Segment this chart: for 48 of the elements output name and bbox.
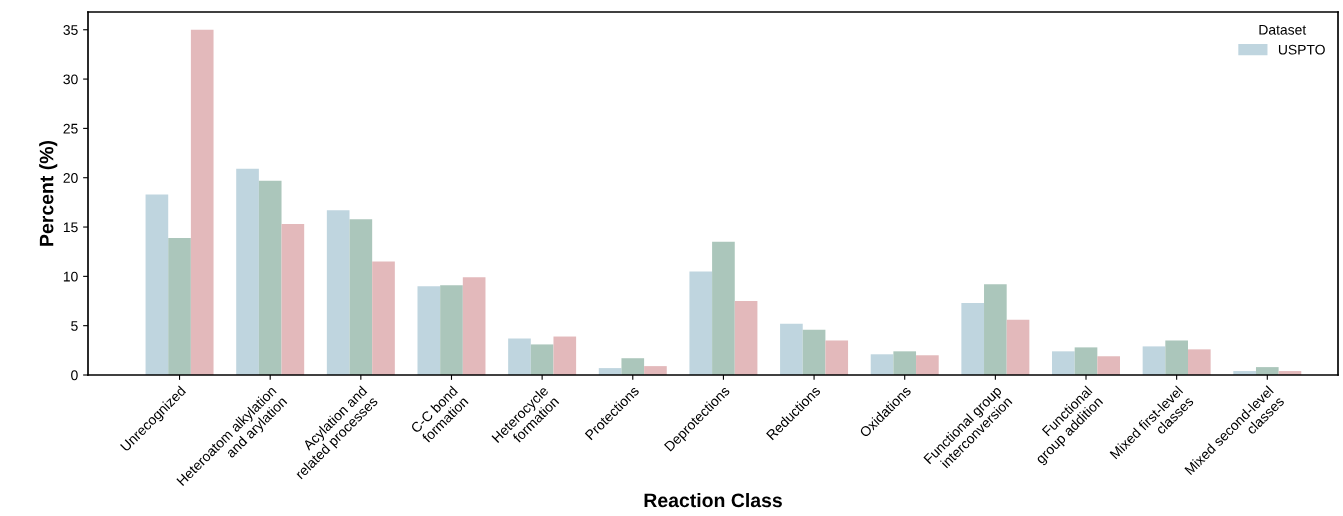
legend-label: USPTO — [1278, 44, 1325, 55]
bar — [326, 210, 350, 375]
bar — [802, 329, 826, 375]
y-tick-label: 25 — [63, 123, 78, 134]
y-tick-label: 30 — [63, 74, 78, 85]
y-tick-label: 0 — [71, 370, 78, 381]
y-tick-label: 10 — [63, 271, 78, 282]
bar — [1097, 356, 1120, 375]
y-tick-label: 35 — [63, 25, 78, 35]
bar — [349, 219, 373, 375]
y-axis-title: Percent (%) — [39, 140, 58, 246]
bar — [712, 241, 735, 375]
y-tick-label: 5 — [71, 321, 78, 331]
bar — [916, 355, 939, 375]
bar — [417, 286, 441, 375]
y-tick-label: 15 — [63, 222, 78, 233]
bar — [508, 338, 531, 375]
bar — [825, 340, 849, 375]
bar — [984, 284, 1007, 375]
bar — [1052, 351, 1075, 375]
bar — [190, 29, 214, 375]
bar — [462, 277, 486, 375]
bar — [258, 180, 282, 375]
bar — [281, 224, 305, 375]
bar — [644, 366, 667, 375]
y-tick-label: 20 — [63, 173, 78, 183]
bar — [530, 344, 554, 375]
bar — [621, 358, 645, 375]
bar — [961, 302, 985, 375]
bar — [689, 271, 713, 375]
bar — [1255, 367, 1279, 375]
bar — [780, 323, 803, 375]
bar — [168, 237, 191, 375]
bar — [893, 351, 917, 375]
bar — [553, 336, 577, 375]
bar — [1165, 340, 1188, 375]
bar — [372, 261, 395, 375]
bar — [1006, 319, 1030, 375]
bar — [1187, 349, 1211, 375]
bar — [870, 354, 894, 375]
bar — [440, 285, 463, 375]
bar — [236, 168, 259, 375]
bar — [1074, 347, 1098, 375]
bar — [1142, 346, 1166, 375]
bar — [145, 194, 169, 375]
bar — [734, 301, 758, 375]
legend-title: Dataset — [1259, 25, 1307, 35]
x-axis-title: Reaction Class — [644, 492, 782, 508]
